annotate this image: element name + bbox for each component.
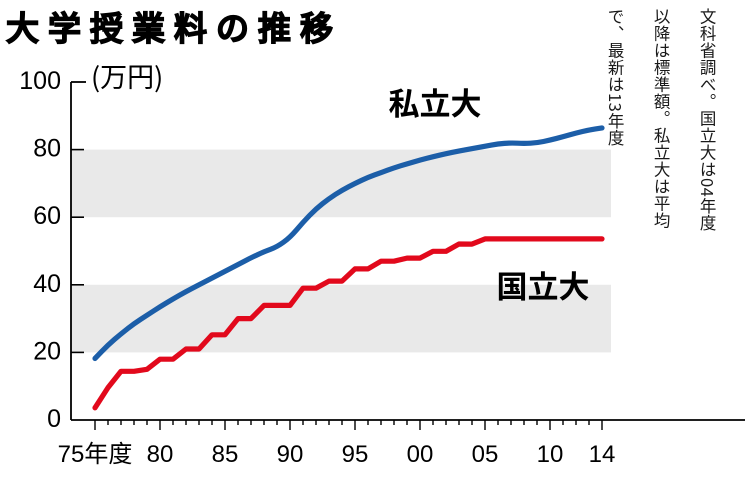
- svg-text:40: 40: [33, 270, 61, 298]
- svg-text:0: 0: [47, 405, 61, 433]
- svg-text:14: 14: [589, 441, 616, 468]
- svg-text:85: 85: [212, 441, 239, 468]
- svg-text:100: 100: [19, 67, 61, 95]
- svg-text:75年度: 75年度: [58, 441, 133, 468]
- svg-text:80: 80: [33, 135, 61, 163]
- svg-text:私立大: 私立大: [389, 79, 482, 124]
- svg-text:(万円): (万円): [91, 56, 163, 95]
- svg-text:95: 95: [342, 441, 369, 468]
- svg-text:05: 05: [472, 441, 499, 468]
- svg-text:60: 60: [33, 202, 61, 230]
- svg-text:10: 10: [537, 441, 564, 468]
- svg-text:80: 80: [147, 441, 174, 468]
- svg-text:20: 20: [33, 337, 61, 365]
- svg-text:90: 90: [277, 441, 304, 468]
- svg-text:国立大: 国立大: [497, 262, 590, 307]
- svg-text:00: 00: [407, 441, 434, 468]
